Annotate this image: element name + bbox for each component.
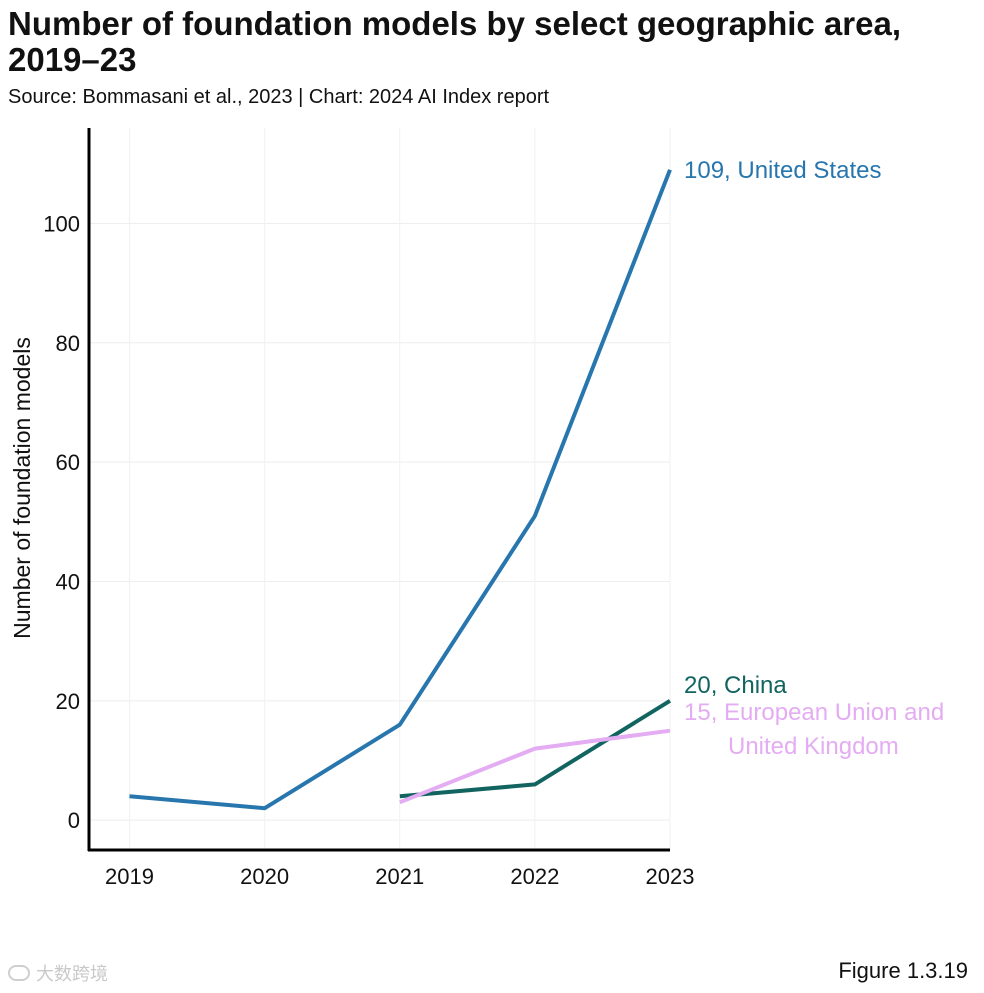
chart-title: Number of foundation models by select ge… <box>8 5 901 78</box>
axes <box>87 128 670 852</box>
y-tick-label: 80 <box>56 331 80 356</box>
series-end-label-line: 15, European Union and <box>684 699 944 726</box>
series-end-label-line: United Kingdom <box>728 733 899 760</box>
series-end-label-line: 20, China <box>684 672 787 699</box>
series-line <box>399 699 672 799</box>
tick-labels: 0 20 40 60 80 100 2019 2020 2021 2022 2023 <box>43 211 694 889</box>
series-end-label: 109, United States <box>684 157 881 184</box>
x-tick-label: 2019 <box>105 864 154 889</box>
series-lines <box>129 169 672 811</box>
grid-lines <box>89 128 671 850</box>
series-end-label: 20, China <box>684 672 787 699</box>
x-tick-label: 2022 <box>510 864 559 889</box>
y-tick-label: 40 <box>56 569 80 594</box>
y-tick-label: 60 <box>56 450 80 475</box>
y-tick-label: 20 <box>56 689 80 714</box>
y-tick-label: 0 <box>68 808 80 833</box>
series-line <box>399 728 671 805</box>
x-tick-label: 2021 <box>375 864 424 889</box>
y-tick-label: 100 <box>43 211 80 236</box>
watermark-text: 大数跨境 <box>36 964 108 984</box>
series-end-label: 15, European Union and United Kingdom <box>684 699 944 760</box>
figure-label: Figure 1.3.19 <box>838 958 968 983</box>
x-tick-label: 2020 <box>240 864 289 889</box>
series-end-label-line: 109, United States <box>684 157 881 184</box>
series-line <box>129 169 672 811</box>
y-axis-label: Number of foundation models <box>9 337 35 639</box>
x-tick-label: 2023 <box>646 864 695 889</box>
watermark: 大数跨境 <box>8 960 108 986</box>
chart-subtitle: Source: Bommasani et al., 2023 | Chart: … <box>8 86 550 108</box>
watermark-logo-icon <box>8 965 30 981</box>
